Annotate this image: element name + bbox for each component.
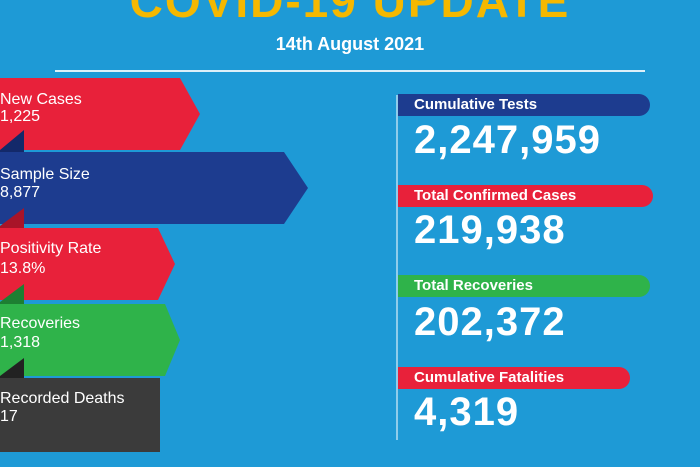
header-divider [55, 70, 645, 72]
sample-size-value: 8,877 [0, 184, 41, 201]
positivity-rate-arrow [0, 228, 175, 300]
left-panels-graphic [0, 78, 308, 452]
new-cases-label: New Cases [0, 91, 82, 108]
total-confirmed-value: 219,938 [414, 208, 566, 252]
new-cases-arrow [0, 78, 200, 150]
header-date: 14th August 2021 [275, 34, 425, 54]
positivity-rate-label: Positivity Rate [0, 240, 102, 257]
positivity-rate-fold [0, 208, 24, 228]
cumulative-tests-pill: Cumulative Tests [398, 94, 650, 116]
total-recoveries-value: 202,372 [414, 300, 566, 344]
sample-size-label: Sample Size [0, 166, 90, 183]
cumulative-tests-value: 2,247,959 [414, 118, 601, 162]
new-cases-value: 1,225 [0, 108, 41, 125]
recoveries-arrow [0, 304, 180, 376]
recorded-deaths-value: 17 [0, 408, 18, 425]
cumulative-fatalities-pill: Cumulative Fatalities [398, 367, 630, 389]
recorded-deaths-label: Recorded Deaths [0, 390, 125, 407]
recoveries-fold [0, 284, 24, 304]
sample-size-fold [0, 130, 24, 152]
total-recoveries-pill: Total Recoveries [398, 275, 650, 297]
recoveries-label: Recoveries [0, 315, 81, 332]
cumulative-fatalities-value: 4,319 [414, 390, 520, 434]
recorded-deaths-fold [0, 358, 24, 378]
recorded-deaths-arrow [0, 378, 160, 452]
recoveries-value: 1,318 [0, 334, 41, 351]
sample-size-arrow [0, 152, 308, 224]
right-divider [396, 95, 398, 440]
header-title: COVID-19 UPDATE [129, 0, 571, 27]
positivity-rate-value: 13.8% [0, 260, 46, 277]
total-confirmed-pill: Total Confirmed Cases [398, 185, 653, 207]
